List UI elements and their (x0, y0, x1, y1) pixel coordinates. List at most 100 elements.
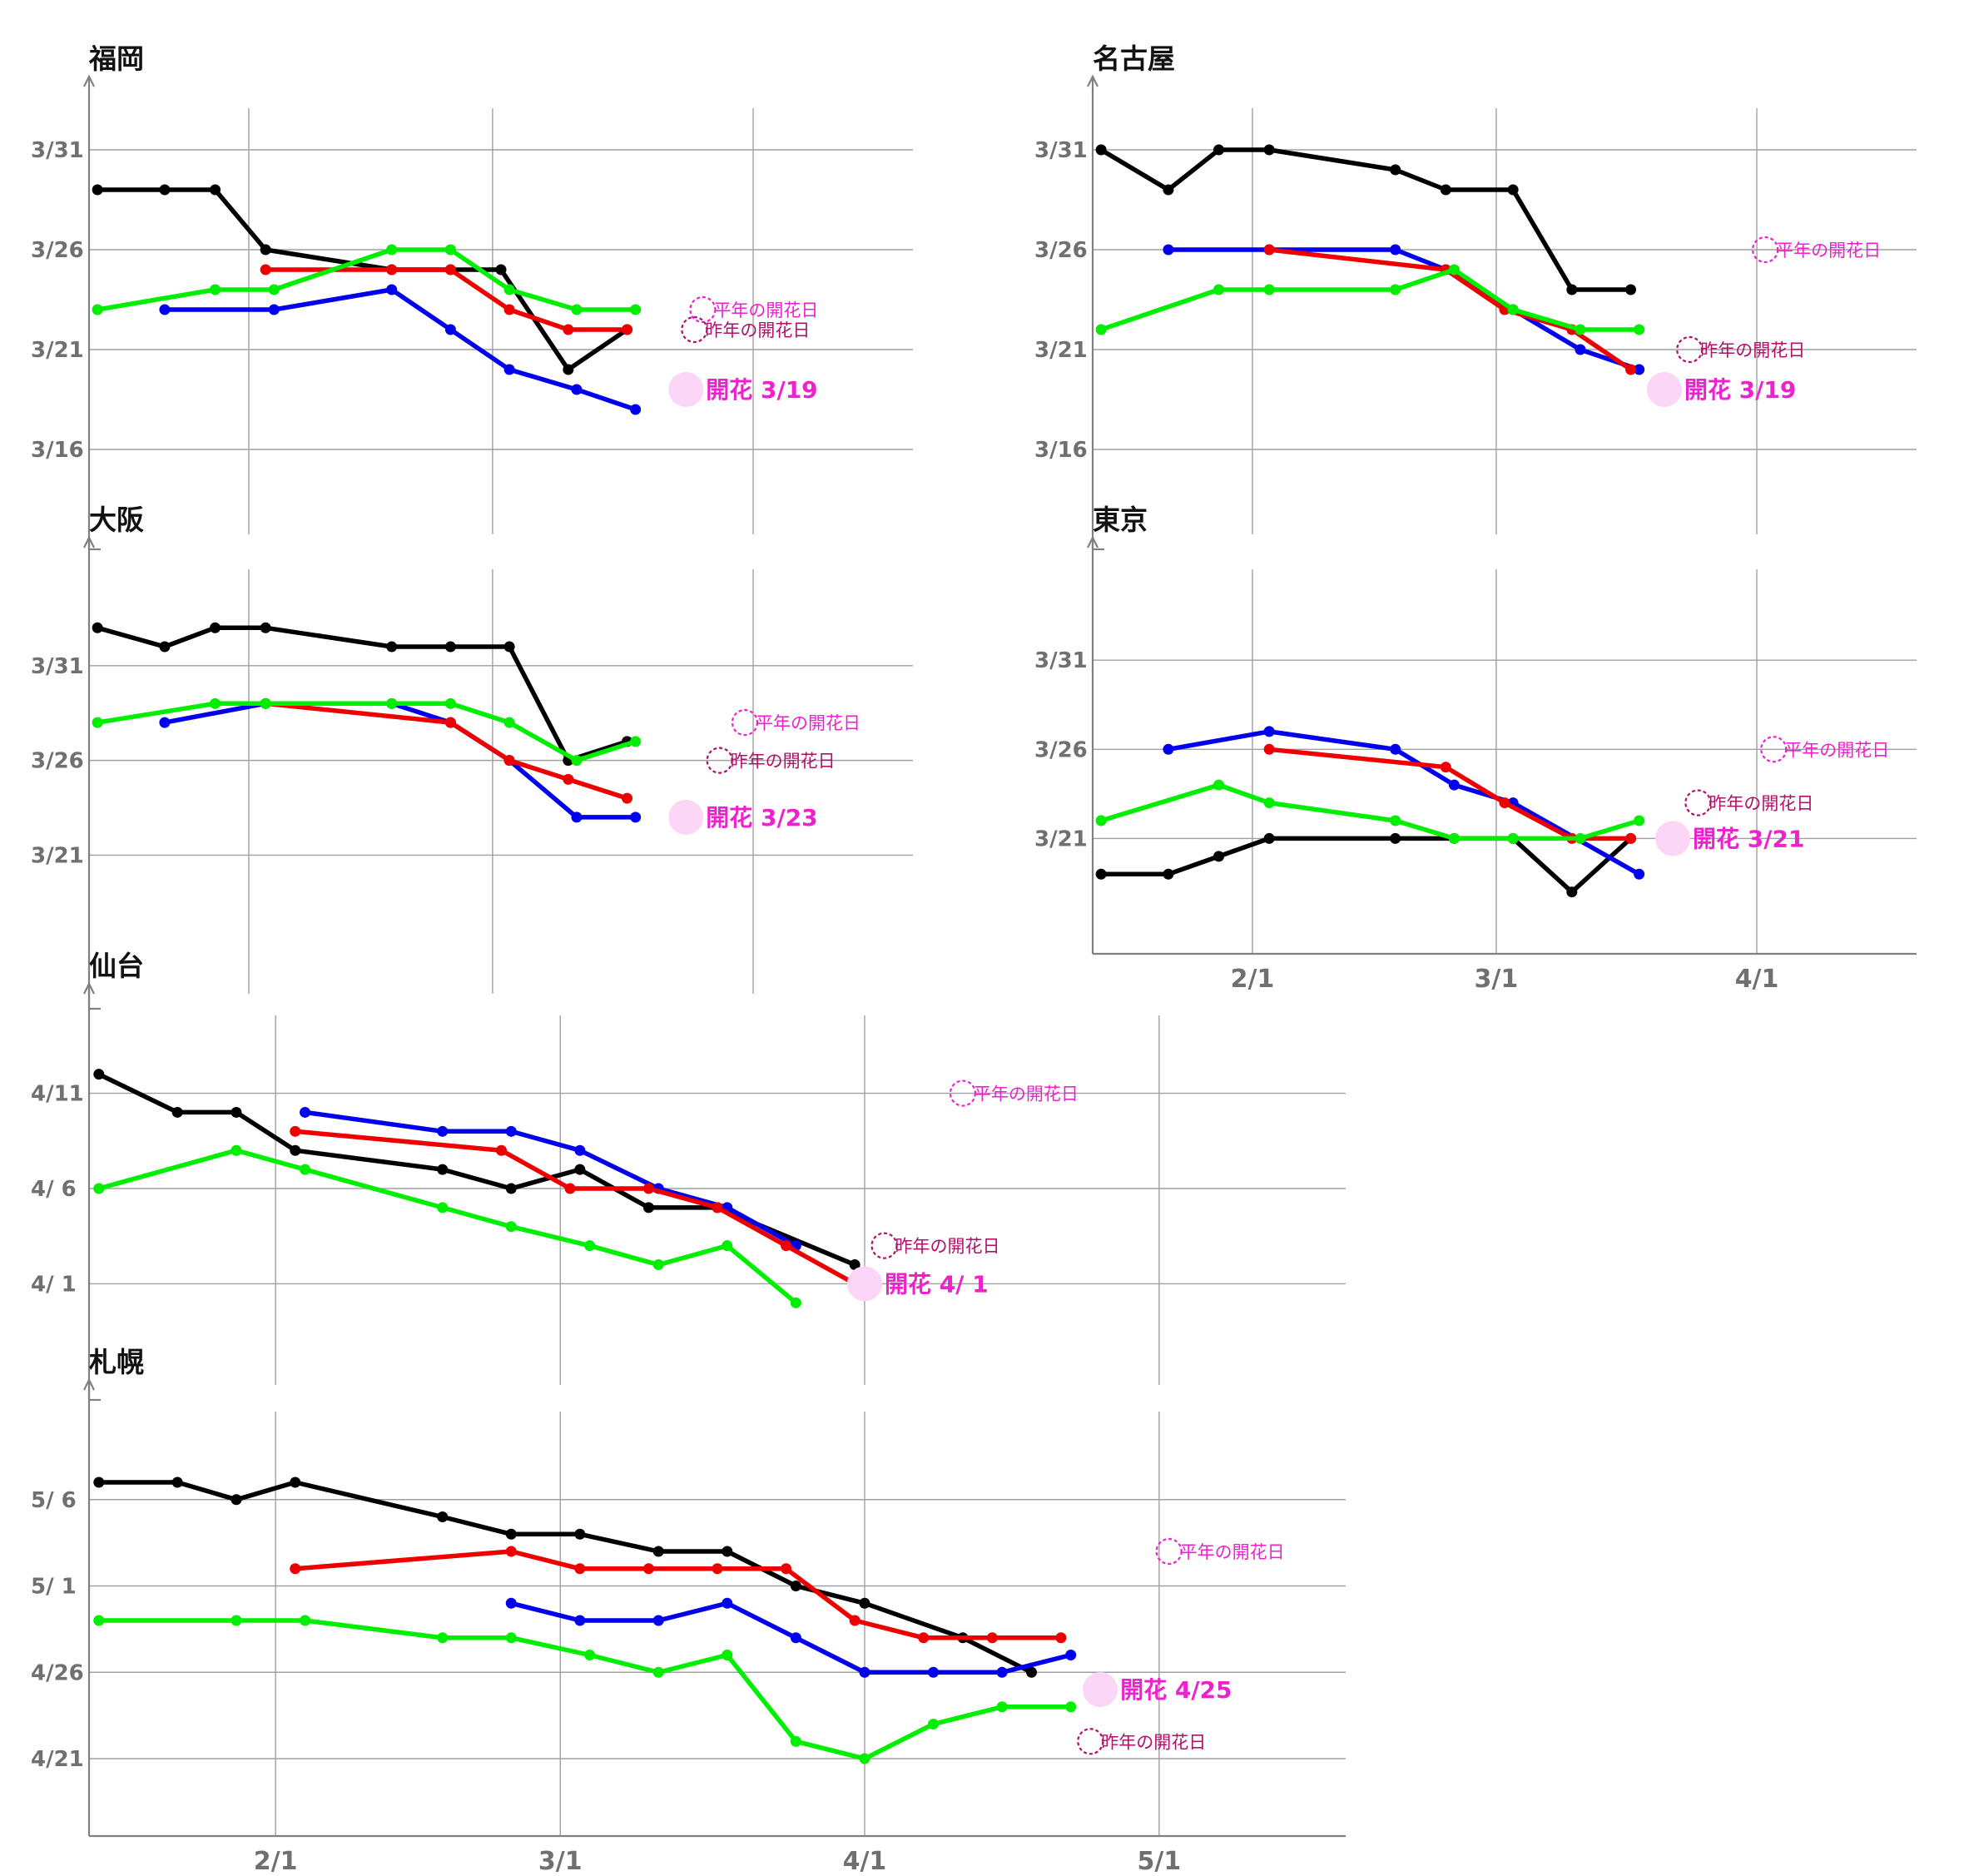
series-line-3 (1099, 782, 1642, 841)
series-point (1263, 284, 1275, 295)
series-point (437, 1632, 449, 1644)
panel-title: 東京 (1093, 504, 1148, 536)
series-point (1575, 344, 1586, 355)
series-point (1634, 364, 1645, 375)
y-axis-arrow (83, 981, 95, 995)
y-tick-label: 4/26 (31, 1660, 84, 1685)
y-axis-arrow (1087, 74, 1099, 87)
series-point (1625, 832, 1637, 844)
series-point (386, 264, 398, 275)
normal-label: 平年の開花日 (974, 1084, 1079, 1104)
series-point (781, 1240, 792, 1252)
series-point (1213, 779, 1225, 791)
series-point (571, 755, 583, 767)
series-point (1575, 832, 1586, 844)
x-tick-label: 2/1 (1231, 965, 1275, 994)
y-tick-label: 3/26 (1034, 238, 1088, 263)
series-line-2 (263, 267, 630, 332)
series-point (563, 324, 574, 335)
series-point (1625, 284, 1637, 295)
y-tick-label: 5/ 1 (31, 1575, 77, 1600)
y-tick-label: 3/26 (31, 238, 84, 263)
series-point (260, 264, 271, 275)
normal-marker (949, 1079, 977, 1107)
bloom-marker (1083, 1672, 1118, 1707)
normal-label: 平年の開花日 (1180, 1542, 1285, 1562)
series-point (642, 1202, 654, 1213)
series-point (93, 1615, 105, 1626)
series-point (503, 755, 515, 767)
series-point (722, 1597, 733, 1609)
y-tick-label: 3/21 (31, 338, 84, 363)
series-point (503, 284, 515, 295)
series-point (444, 717, 456, 728)
series-point (93, 1069, 105, 1080)
series-point (790, 1297, 801, 1308)
y-tick-label: 3/31 (31, 138, 84, 163)
series-point (444, 641, 456, 653)
series-line-0 (1099, 147, 1634, 292)
series-point (444, 244, 456, 256)
bloom-marker (1655, 821, 1691, 856)
series-point (1440, 184, 1451, 196)
last_year-label: 昨年の開花日 (705, 320, 810, 340)
x-tick-label: 2/1 (254, 1847, 298, 1876)
series-point (503, 364, 515, 375)
panel-title: 名古屋 (1093, 42, 1175, 75)
series-point (159, 304, 171, 315)
series-line-0 (97, 1480, 1034, 1675)
y-tick-label: 4/11 (31, 1082, 84, 1107)
panel-title: 大阪 (89, 504, 144, 536)
series-point (574, 1615, 586, 1626)
series-point (93, 1476, 105, 1488)
series-point (630, 736, 642, 747)
series-point (1263, 726, 1275, 737)
series-point (712, 1563, 723, 1575)
series-point (652, 1259, 664, 1271)
y-axis-arrow (1087, 535, 1099, 548)
series-point (300, 1106, 311, 1118)
y-tick-label: 3/16 (31, 438, 84, 463)
bloom-marker (846, 1266, 882, 1302)
series-point (1163, 743, 1174, 755)
series-point (505, 1125, 517, 1137)
y-tick-label: 3/26 (1034, 737, 1088, 762)
normal-label: 平年の開花日 (1784, 740, 1889, 760)
series-point (210, 697, 221, 709)
series-point (859, 1597, 870, 1609)
series-point (1263, 144, 1275, 156)
normal-marker (1752, 236, 1779, 264)
series-point (574, 1563, 586, 1575)
series-point (1448, 832, 1460, 844)
series-point (642, 1183, 654, 1194)
series-point (1065, 1650, 1077, 1660)
series-point (300, 1164, 311, 1175)
series-point (505, 1528, 517, 1540)
series-point (1163, 244, 1174, 256)
panel-5: 札幌 2/1 3/1 4/1 5/1 5/ 6 5/ 1 4/26 4/21 平年の開花日昨年の開… (31, 1346, 1346, 1876)
series-point (231, 1494, 242, 1506)
series-point (495, 1144, 507, 1156)
series-point (622, 324, 633, 335)
normal-marker (1760, 736, 1788, 763)
series-point (92, 622, 103, 633)
series-point (1625, 364, 1637, 375)
series-point (849, 1259, 860, 1271)
series-point (92, 304, 103, 315)
series-point (505, 1221, 517, 1233)
series-point (1095, 144, 1107, 156)
series-point (1634, 815, 1645, 826)
series-point (386, 244, 398, 256)
series-point (268, 284, 280, 295)
series-point (1507, 832, 1519, 844)
series-point (1163, 868, 1174, 880)
bloom-label: 開花 3/23 (706, 804, 817, 831)
series-point (622, 792, 633, 804)
series-point (986, 1632, 998, 1644)
bloom-marker (668, 372, 704, 407)
series-point (652, 1546, 664, 1557)
y-tick-label: 4/ 1 (31, 1272, 77, 1297)
normal-label: 平年の開花日 (1776, 241, 1881, 261)
